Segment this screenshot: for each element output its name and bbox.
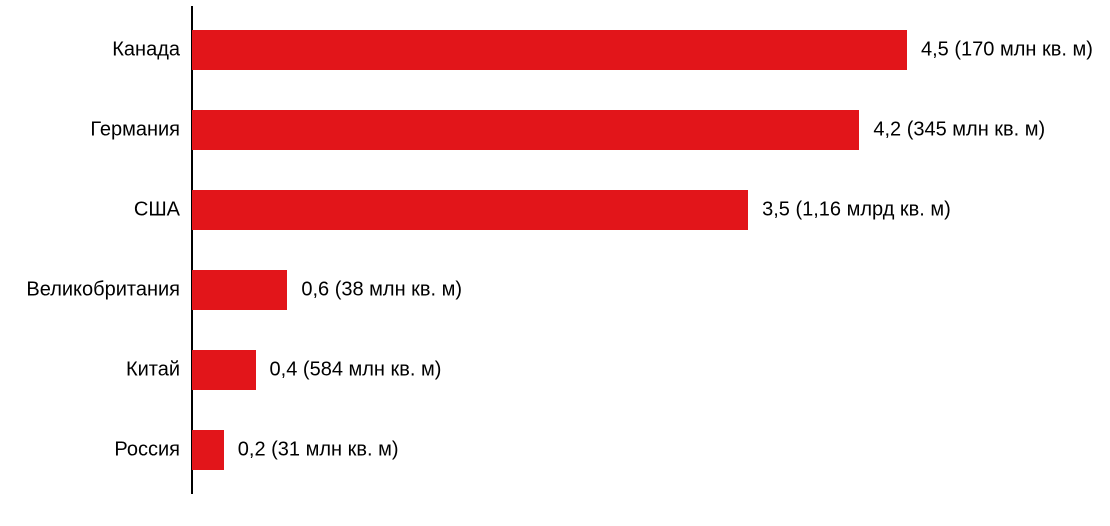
category-label: Великобритания [26,279,180,302]
category-label: Россия [114,439,180,462]
chart-row: Германия 4,2 (345 млн кв. м) [0,110,1110,150]
bar [192,30,907,70]
chart-row: Великобритания 0,6 (38 млн кв. м) [0,270,1110,310]
value-label: 0,4 (584 млн кв. м) [270,359,442,382]
chart-row: Канада 4,5 (170 млн кв. м) [0,30,1110,70]
category-label: Китай [126,359,180,382]
category-label: США [134,199,180,222]
bar [192,430,224,470]
bar [192,190,748,230]
value-label: 4,5 (170 млн кв. м) [921,39,1093,62]
value-label: 4,2 (345 млн кв. м) [873,119,1045,142]
bar [192,350,256,390]
chart-row: Россия 0,2 (31 млн кв. м) [0,430,1110,470]
chart-row: США 3,5 (1,16 млрд кв. м) [0,190,1110,230]
category-label: Германия [90,119,180,142]
y-axis-line [191,6,193,494]
category-label: Канада [112,39,180,62]
bar [192,110,859,150]
bar-chart: Канада 4,5 (170 млн кв. м) Германия 4,2 (34… [0,0,1110,526]
chart-row: Китай 0,4 (584 млн кв. м) [0,350,1110,390]
value-label: 3,5 (1,16 млрд кв. м) [762,199,951,222]
value-label: 0,2 (31 млн кв. м) [238,439,399,462]
value-label: 0,6 (38 млн кв. м) [301,279,462,302]
bar [192,270,287,310]
